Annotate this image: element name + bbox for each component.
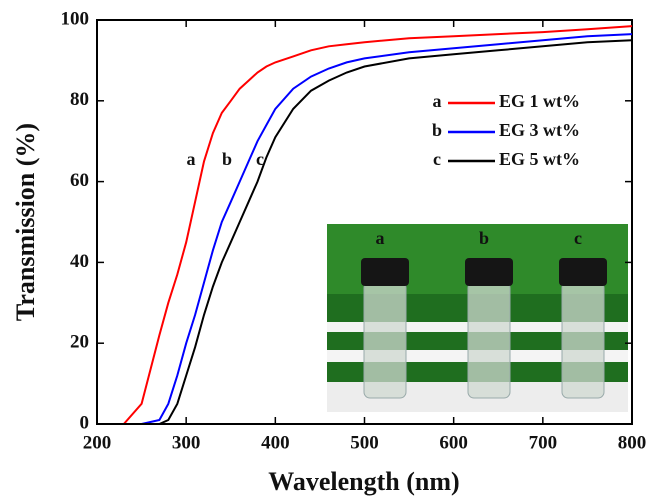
x-tick-label: 700 <box>529 432 558 453</box>
y-tick-label: 40 <box>70 251 89 272</box>
vial-cap <box>465 258 513 286</box>
y-tick-label: 20 <box>70 332 89 353</box>
legend-letter: a <box>433 91 442 111</box>
x-tick-label: 600 <box>439 432 468 453</box>
legend-label: EG 5 wt% <box>499 149 580 169</box>
vial-glass <box>364 282 406 398</box>
inset-label: b <box>479 228 489 248</box>
x-axis-title: Wavelength (nm) <box>268 467 459 496</box>
legend-label: EG 1 wt% <box>499 91 580 111</box>
y-tick-label: 60 <box>70 170 89 191</box>
legend-label: EG 3 wt% <box>499 120 580 140</box>
x-tick-label: 200 <box>83 432 112 453</box>
inset-label: c <box>574 228 582 248</box>
curve-label: b <box>222 149 232 169</box>
curve-label: c <box>256 149 264 169</box>
page: {"chart_data": {"type": "line", "x_label… <box>0 0 652 502</box>
x-tick-label: 500 <box>350 432 379 453</box>
chart: Wavelength (nm) Transmission (%) abc 200… <box>0 0 652 502</box>
y-axis-title: Transmission (%) <box>11 123 40 321</box>
x-tick-label: 400 <box>261 432 290 453</box>
vial-glass <box>562 282 604 398</box>
y-tick-label: 0 <box>80 412 90 433</box>
inset-label: a <box>376 228 385 248</box>
vial-cap <box>559 258 607 286</box>
y-tick-label: 100 <box>61 8 90 29</box>
curve-label: a <box>187 149 196 169</box>
legend-letter: b <box>432 120 442 140</box>
x-tick-label: 300 <box>172 432 201 453</box>
x-tick-label: 800 <box>618 432 647 453</box>
inset-photo: a b c <box>327 224 628 412</box>
y-tick-label: 80 <box>70 89 89 110</box>
vial-glass <box>468 282 510 398</box>
vial-cap <box>361 258 409 286</box>
legend-letter: c <box>433 149 441 169</box>
